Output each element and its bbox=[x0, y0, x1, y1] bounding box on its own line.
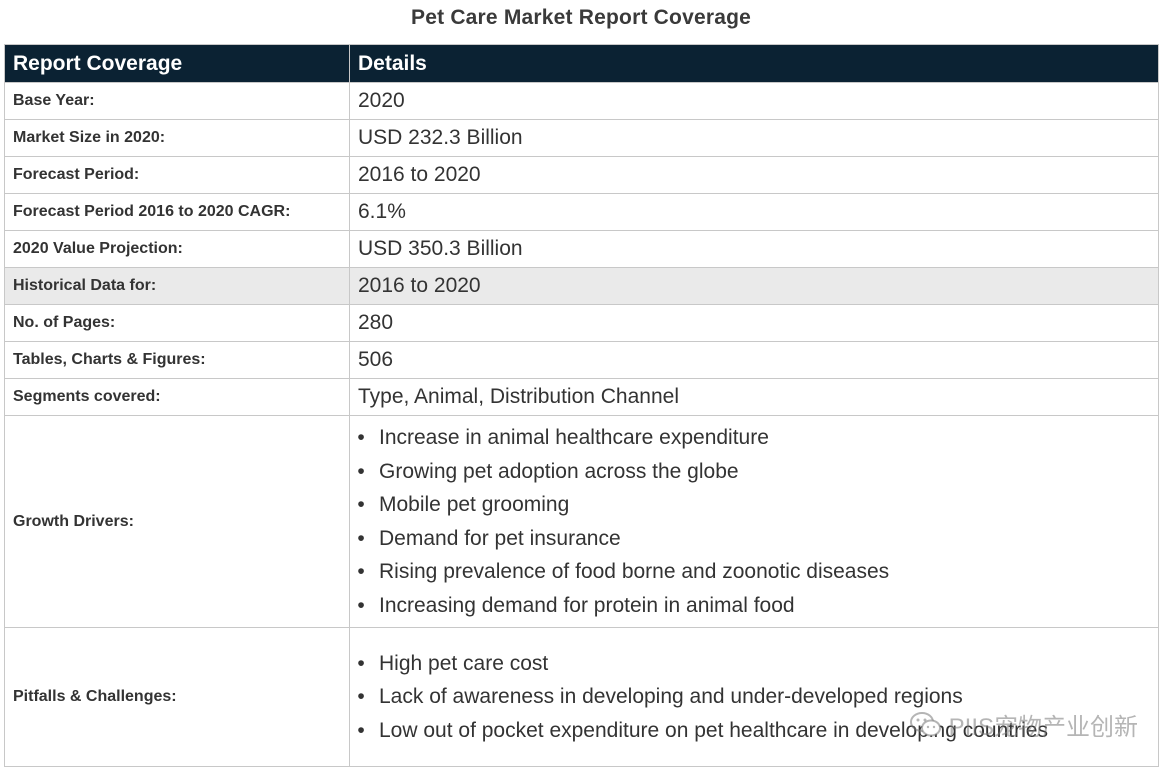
row-value: 280 bbox=[349, 304, 1159, 342]
row-label: Market Size in 2020: bbox=[4, 119, 350, 157]
row-label: Historical Data for: bbox=[4, 267, 350, 305]
list-item: • Demand for pet insurance bbox=[357, 522, 1157, 556]
table-row: Tables, Charts & Figures: 506 bbox=[4, 341, 1159, 379]
list-item-text: Mobile pet grooming bbox=[379, 493, 570, 516]
list-item-text: Growing pet adoption across the globe bbox=[379, 459, 739, 483]
column-header-report-coverage: Report Coverage bbox=[4, 44, 350, 83]
list-item-text: Demand for pet insurance bbox=[379, 526, 621, 550]
report-coverage-table: Report Coverage Details Base Year: 2020 … bbox=[4, 44, 1159, 767]
row-value: 2020 bbox=[349, 82, 1159, 120]
bullet-icon: • bbox=[357, 593, 365, 617]
bullet-icon: • bbox=[357, 651, 365, 675]
row-value: 6.1% bbox=[349, 193, 1159, 231]
list-item-text: Increasing demand for protein in animal … bbox=[379, 593, 795, 617]
row-label: 2020 Value Projection: bbox=[4, 230, 350, 268]
table-header-row: Report Coverage Details bbox=[4, 44, 1159, 83]
watermark-text: PIIS宠物产业创新 bbox=[948, 714, 1138, 741]
row-label: Base Year: bbox=[4, 82, 350, 120]
row-label: Forecast Period: bbox=[4, 156, 350, 194]
bullet-icon: • bbox=[357, 718, 365, 742]
list-item: • Low out of pocket expenditure on pet he… bbox=[357, 714, 1157, 748]
pitfalls-list: • High pet care cost • Lack of awareness i… bbox=[351, 643, 1157, 752]
bullet-icon: • bbox=[357, 526, 365, 550]
bullet-icon: • bbox=[357, 493, 365, 516]
pitfalls-cell: • High pet care cost • Lack of awareness i… bbox=[349, 627, 1159, 767]
bullet-icon: • bbox=[357, 560, 365, 583]
growth-drivers-cell: • Increase in animal healthcare expenditu… bbox=[349, 415, 1159, 628]
row-label: Forecast Period 2016 to 2020 CAGR: bbox=[4, 193, 350, 231]
wechat-icon bbox=[909, 711, 941, 736]
list-item-text: Lack of awareness in developing and unde… bbox=[379, 685, 963, 709]
table-row: Market Size in 2020: USD 232.3 Billion bbox=[4, 119, 1159, 157]
row-value: 2016 to 2020 bbox=[349, 267, 1159, 305]
pitfalls-row: Pitfalls & Challenges: • High pet care co… bbox=[4, 627, 1159, 767]
list-item-text: High pet care cost bbox=[379, 651, 549, 675]
bullet-icon: • bbox=[357, 459, 365, 483]
row-value: USD 232.3 Billion bbox=[349, 119, 1159, 157]
watermark: PIIS宠物产业创新 bbox=[909, 707, 1138, 742]
list-item: • Growing pet adoption across the globe bbox=[357, 455, 1157, 489]
list-item: • High pet care cost bbox=[357, 647, 1157, 681]
bullet-icon: • bbox=[357, 426, 365, 449]
table-row: Forecast Period 2016 to 2020 CAGR: 6.1% bbox=[4, 193, 1159, 231]
table-row: Forecast Period: 2016 to 2020 bbox=[4, 156, 1159, 194]
row-value: USD 350.3 Billion bbox=[349, 230, 1159, 268]
row-value: 506 bbox=[349, 341, 1159, 379]
list-item-text: Low out of pocket expenditure on pet hea… bbox=[379, 718, 1048, 742]
row-label: Segments covered: bbox=[4, 378, 350, 416]
row-value: 2016 to 2020 bbox=[349, 156, 1159, 194]
list-item: • Rising prevalence of food borne and zoo… bbox=[357, 555, 1157, 589]
list-item-text: Increase in animal healthcare expenditur… bbox=[379, 426, 769, 449]
table-row: Base Year: 2020 bbox=[4, 82, 1159, 120]
list-item-text: Rising prevalence of food borne and zoon… bbox=[379, 560, 890, 583]
list-item: • Lack of awareness in developing and und… bbox=[357, 680, 1157, 714]
row-label: Growth Drivers: bbox=[4, 415, 350, 628]
row-label: Pitfalls & Challenges: bbox=[4, 627, 350, 767]
table-row: Segments covered: Type, Animal, Distribu… bbox=[4, 378, 1159, 416]
list-item: • Increasing demand for protein in animal… bbox=[357, 589, 1157, 623]
row-label: Tables, Charts & Figures: bbox=[4, 341, 350, 379]
list-item: • Increase in animal healthcare expenditu… bbox=[357, 421, 1157, 455]
growth-drivers-list: • Increase in animal healthcare expenditu… bbox=[351, 417, 1157, 626]
table-row-highlighted: Historical Data for: 2016 to 2020 bbox=[4, 267, 1159, 305]
table-row: 2020 Value Projection: USD 350.3 Billion bbox=[4, 230, 1159, 268]
growth-drivers-row: Growth Drivers: • Increase in animal heal… bbox=[4, 415, 1159, 628]
row-value: Type, Animal, Distribution Channel bbox=[349, 378, 1159, 416]
page-title: Pet Care Market Report Coverage bbox=[411, 6, 751, 29]
table-row: No. of Pages: 280 bbox=[4, 304, 1159, 342]
bullet-icon: • bbox=[357, 685, 365, 709]
list-item: • Mobile pet grooming bbox=[357, 488, 1157, 522]
column-header-details: Details bbox=[349, 44, 1159, 83]
row-label: No. of Pages: bbox=[4, 304, 350, 342]
